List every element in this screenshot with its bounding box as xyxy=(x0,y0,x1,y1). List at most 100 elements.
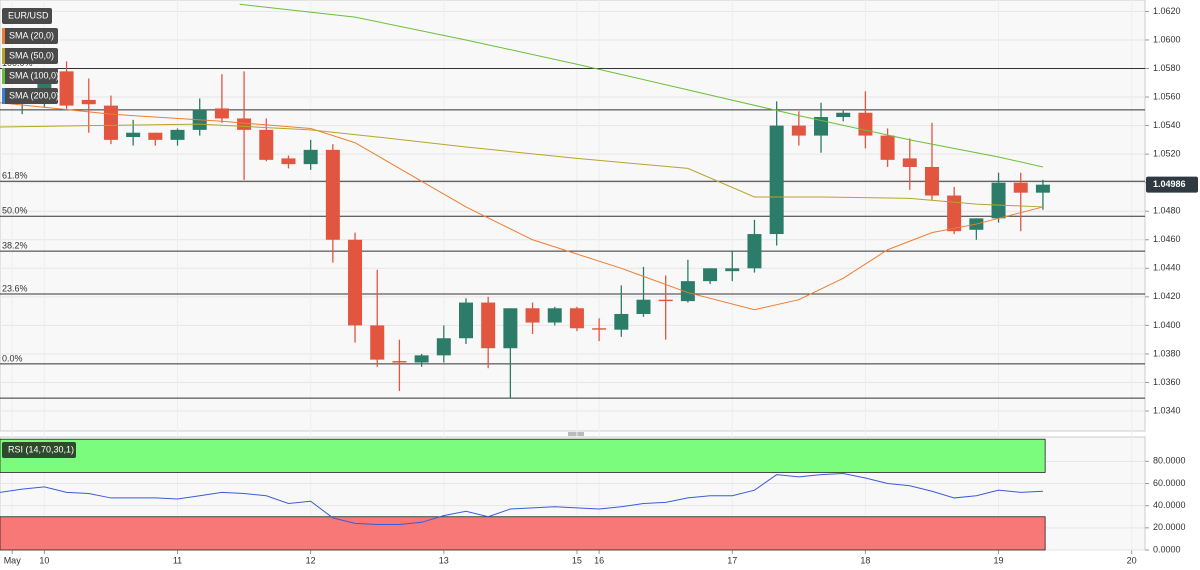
candle-body xyxy=(1013,182,1028,193)
fib-level-label: 50.0% xyxy=(2,206,28,216)
y-tick-label: 1.0400 xyxy=(1153,320,1181,330)
legend-box xyxy=(2,88,58,104)
legend-label: SMA (100,0) xyxy=(9,70,59,80)
candle-body xyxy=(947,195,962,232)
x-tick-label: May xyxy=(4,555,22,565)
y-tick-label: 1.0360 xyxy=(1153,377,1181,387)
candle-body xyxy=(303,149,318,165)
candle-body xyxy=(902,158,917,167)
candle-body xyxy=(103,105,118,140)
x-tick-label: 20 xyxy=(1127,555,1137,565)
y-tick-label: 1.0340 xyxy=(1153,405,1181,415)
fib-level-label: 0.0% xyxy=(2,353,23,363)
candle-body xyxy=(703,268,718,282)
fib-level-label: 23.6% xyxy=(2,283,28,293)
x-tick-label: 15 xyxy=(572,555,582,565)
legend-box xyxy=(2,68,58,84)
candle-body xyxy=(880,135,895,160)
candle-body xyxy=(525,308,540,323)
candle-body xyxy=(170,129,185,140)
legend-swatch xyxy=(2,68,5,84)
x-tick-label: 13 xyxy=(439,555,449,565)
rsi-legend-label: RSI (14,70,30,1) xyxy=(8,444,74,454)
y-tick-label: 1.0600 xyxy=(1153,34,1181,44)
candle-body xyxy=(924,166,939,196)
y-tick-label: 1.0480 xyxy=(1153,206,1181,216)
legend-box xyxy=(2,48,58,64)
symbol-label: EUR/USD xyxy=(8,10,49,20)
candle-body xyxy=(680,281,695,302)
x-tick-label: 17 xyxy=(727,555,737,565)
sma-line xyxy=(239,3,1044,168)
candle-body xyxy=(237,118,252,130)
legend-label: SMA (20,0) xyxy=(9,30,54,40)
candle-body xyxy=(348,239,363,326)
candle-body xyxy=(547,308,562,323)
candle-body xyxy=(126,132,141,138)
candle-body xyxy=(791,125,806,136)
candle-body xyxy=(769,125,784,235)
candle-body xyxy=(503,308,518,349)
y-tick-label: 1.0580 xyxy=(1153,63,1181,73)
x-tick-label: 19 xyxy=(994,555,1004,565)
candle-body xyxy=(259,129,274,160)
legend-label: SMA (200,0) xyxy=(9,90,59,100)
candle-body xyxy=(836,112,851,118)
candle-body xyxy=(281,158,296,165)
last-price-tag xyxy=(1146,176,1198,193)
sma-line xyxy=(0,102,1044,311)
candle-body xyxy=(148,132,163,140)
symbol-box xyxy=(2,8,52,24)
candle-body xyxy=(370,325,385,360)
y-tick-label: 1.0620 xyxy=(1153,6,1181,16)
candle-body xyxy=(458,302,473,339)
rsi-y-tick-label: 0.0000 xyxy=(1153,544,1181,554)
legend-swatch xyxy=(2,88,5,104)
y-tick-label: 1.0380 xyxy=(1153,348,1181,358)
rsi-y-tick-label: 80.0000 xyxy=(1153,456,1186,466)
candle-body xyxy=(991,182,1006,219)
candle-body xyxy=(636,299,651,314)
candle-body xyxy=(858,112,873,136)
candle-body xyxy=(1035,184,1050,193)
x-tick-label: 12 xyxy=(306,555,316,565)
legend-box xyxy=(2,28,58,44)
last-price-label: 1.04986 xyxy=(1153,179,1186,189)
fib-level-label: 61.8% xyxy=(2,171,28,181)
y-tick-label: 1.0560 xyxy=(1153,91,1181,101)
fib-level-label: 38.2% xyxy=(2,241,28,251)
y-tick-label: 1.0520 xyxy=(1153,149,1181,159)
x-tick-label: 18 xyxy=(860,555,870,565)
legend-label: SMA (50,0) xyxy=(9,50,54,60)
x-tick-label: 11 xyxy=(173,555,182,565)
candle-body xyxy=(325,149,340,240)
y-tick-label: 1.0420 xyxy=(1153,291,1181,301)
sma-line xyxy=(0,123,1043,208)
rsi-y-tick-label: 20.0000 xyxy=(1153,522,1186,532)
panel-resize-handle[interactable] xyxy=(568,432,584,436)
legend-swatch xyxy=(2,28,5,44)
candle-body xyxy=(592,328,607,330)
candle-body xyxy=(725,268,740,272)
rsi-y-tick-label: 60.0000 xyxy=(1153,478,1186,488)
candle-body xyxy=(436,338,451,356)
y-tick-label: 1.0460 xyxy=(1153,234,1181,244)
candle-body xyxy=(392,361,407,363)
x-tick-label: 16 xyxy=(594,555,604,565)
rsi-band xyxy=(0,438,1046,473)
rsi-line xyxy=(0,473,1043,526)
candle-body xyxy=(414,355,429,363)
y-tick-label: 1.0440 xyxy=(1153,263,1181,273)
candle-body xyxy=(59,71,74,106)
rsi-legend-box xyxy=(2,442,76,458)
candle-body xyxy=(614,313,629,330)
candle-body xyxy=(658,299,673,302)
candle-body xyxy=(747,234,762,269)
rsi-band xyxy=(0,516,1046,551)
candle-body xyxy=(481,302,496,349)
y-tick-label: 1.0540 xyxy=(1153,120,1181,130)
candle-body xyxy=(569,308,584,329)
candle-body xyxy=(214,108,229,119)
candle-body xyxy=(81,99,96,105)
